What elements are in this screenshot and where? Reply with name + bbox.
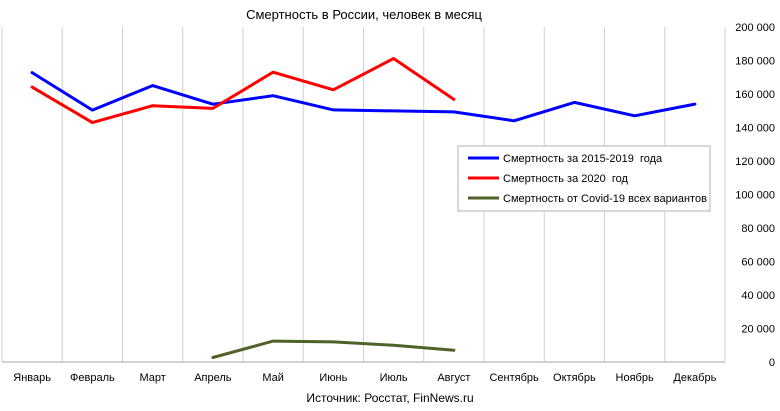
x-tick-label-4: Май [262,372,284,384]
x-tick-label-11: Декабрь [673,372,716,384]
x-tick-label-2: Март [139,372,165,384]
x-tick-label-5: Июнь [319,372,347,384]
chart-source: Источник: Росстат, FinNews.ru [306,391,473,405]
legend: Смертность за 2015-2019 года Смертность … [457,145,711,212]
y-tick-label-4: 80 000 [741,223,775,235]
y-tick-label-10: 200 000 [735,22,775,34]
x-tick-label-7: Август [437,372,470,384]
y-tick-label-7: 140 000 [735,123,775,135]
legend-label-series-3: Смертность от Covid-19 всех вариантов [503,193,707,205]
y-tick-label-1: 20 000 [741,324,775,336]
y-tick-label-2: 40 000 [741,290,775,302]
x-tick-label-3: Апрель [194,372,232,384]
y-tick-label-5: 100 000 [735,190,775,202]
series-lines [30,57,697,359]
legend-label-series-2: Смертность за 2020 год [503,173,629,185]
x-tick-label-6: Июль [380,372,408,384]
y-tick-label-8: 160 000 [735,89,775,101]
x-axis-category-labels: Январь Февраль Март Апрель Май Июнь Июль Август… [13,372,716,384]
y-axis-tick-labels: 0 20 000 40 000 60 000 80 000 100 000 120 000 1… [735,22,775,369]
series-line-1 [30,71,697,123]
y-tick-label-3: 60 000 [741,257,775,269]
x-tick-label-8: Сентябрь [489,372,539,384]
series-line-3 [211,339,456,359]
x-tick-label-10: Ноябрь [616,372,654,384]
y-tick-label-0: 0 [769,357,775,369]
x-tick-label-9: Октябрь [553,372,596,384]
legend-label-series-1: Смертность за 2015-2019 года [503,153,663,165]
series-line-2 [30,57,456,125]
y-tick-label-6: 120 000 [735,156,775,168]
x-tick-label-1: Февраль [70,372,115,384]
x-tick-label-0: Январь [13,372,51,384]
chart-title: Смертность в России, человек в месяц [246,7,482,22]
y-tick-label-9: 180 000 [735,56,775,68]
legend-box [457,145,711,212]
